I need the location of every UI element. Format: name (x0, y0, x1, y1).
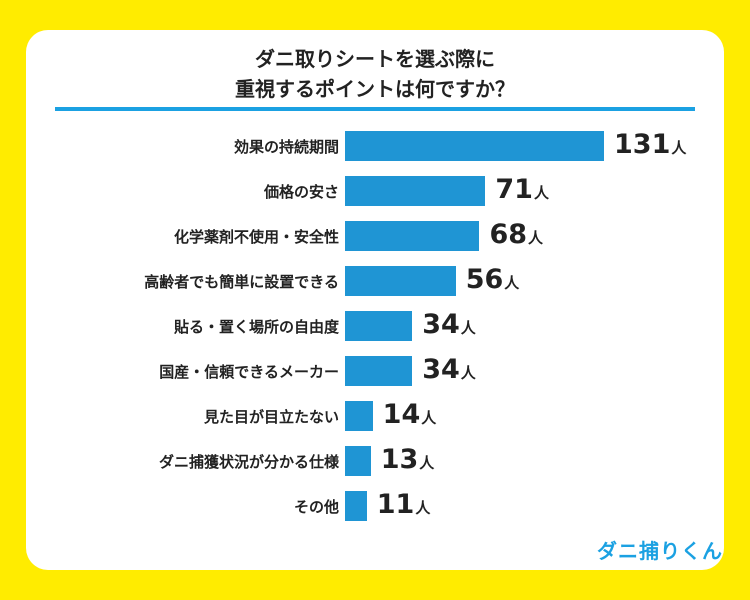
category-label: その他 (293, 498, 339, 516)
category-label: 価格の安さ (263, 183, 339, 201)
data-label: 71人 (495, 174, 549, 205)
category-label: 見た目が目立たない (203, 408, 339, 426)
data-value: 13 (380, 444, 419, 475)
chart-card (26, 30, 724, 570)
data-label: 34人 (422, 354, 476, 385)
data-unit: 人 (533, 184, 549, 202)
bar (345, 311, 413, 341)
category-label: 国産・信頼できるメーカー (159, 363, 339, 381)
data-value: 68 (489, 219, 528, 250)
data-label: 13人 (381, 444, 435, 475)
category-label: 貼る・置く場所の自由度 (173, 318, 339, 336)
title-divider (55, 107, 695, 111)
bar (345, 491, 367, 521)
data-unit: 人 (528, 229, 544, 247)
data-unit: 人 (421, 409, 437, 427)
category-label: 高齢者でも簡単に設置できる (144, 273, 339, 291)
category-label: 化学薬剤不使用・安全性 (173, 228, 339, 246)
chart-title: ダニ取りシートを選ぶ際に 重視するポイントは何ですか？ (0, 44, 750, 104)
title-line-1: ダニ取りシートを選ぶ際に (255, 47, 495, 71)
bar (345, 131, 604, 161)
data-label: 14人 (383, 399, 437, 430)
data-value: 71 (495, 174, 533, 205)
data-unit: 人 (419, 454, 435, 472)
bar (345, 446, 371, 476)
brand-logo: ダニ捕りくん (597, 539, 723, 563)
data-unit: 人 (460, 319, 476, 337)
data-unit: 人 (671, 139, 687, 157)
data-value: 131 (614, 129, 671, 160)
data-value: 56 (465, 264, 504, 295)
bar (345, 401, 373, 431)
data-label: 68人 (489, 219, 543, 250)
bar (345, 176, 486, 206)
data-value: 34 (422, 354, 460, 385)
data-label: 34人 (422, 309, 476, 340)
data-value: 34 (422, 309, 460, 340)
data-value: 14 (382, 399, 421, 430)
data-unit: 人 (460, 364, 476, 382)
data-value: 11 (376, 489, 415, 520)
bar (345, 356, 413, 386)
data-label: 11人 (377, 489, 431, 520)
data-unit: 人 (504, 274, 520, 292)
category-label: ダニ捕獲状況が分かる仕様 (158, 453, 339, 471)
bar (345, 221, 480, 251)
data-unit: 人 (415, 499, 431, 517)
category-label: 効果の持続期間 (233, 138, 339, 156)
data-label: 56人 (466, 264, 520, 295)
data-label: 131人 (614, 129, 686, 160)
title-line-2: 重視するポイントは何ですか？ (235, 77, 515, 101)
bar (345, 266, 456, 296)
